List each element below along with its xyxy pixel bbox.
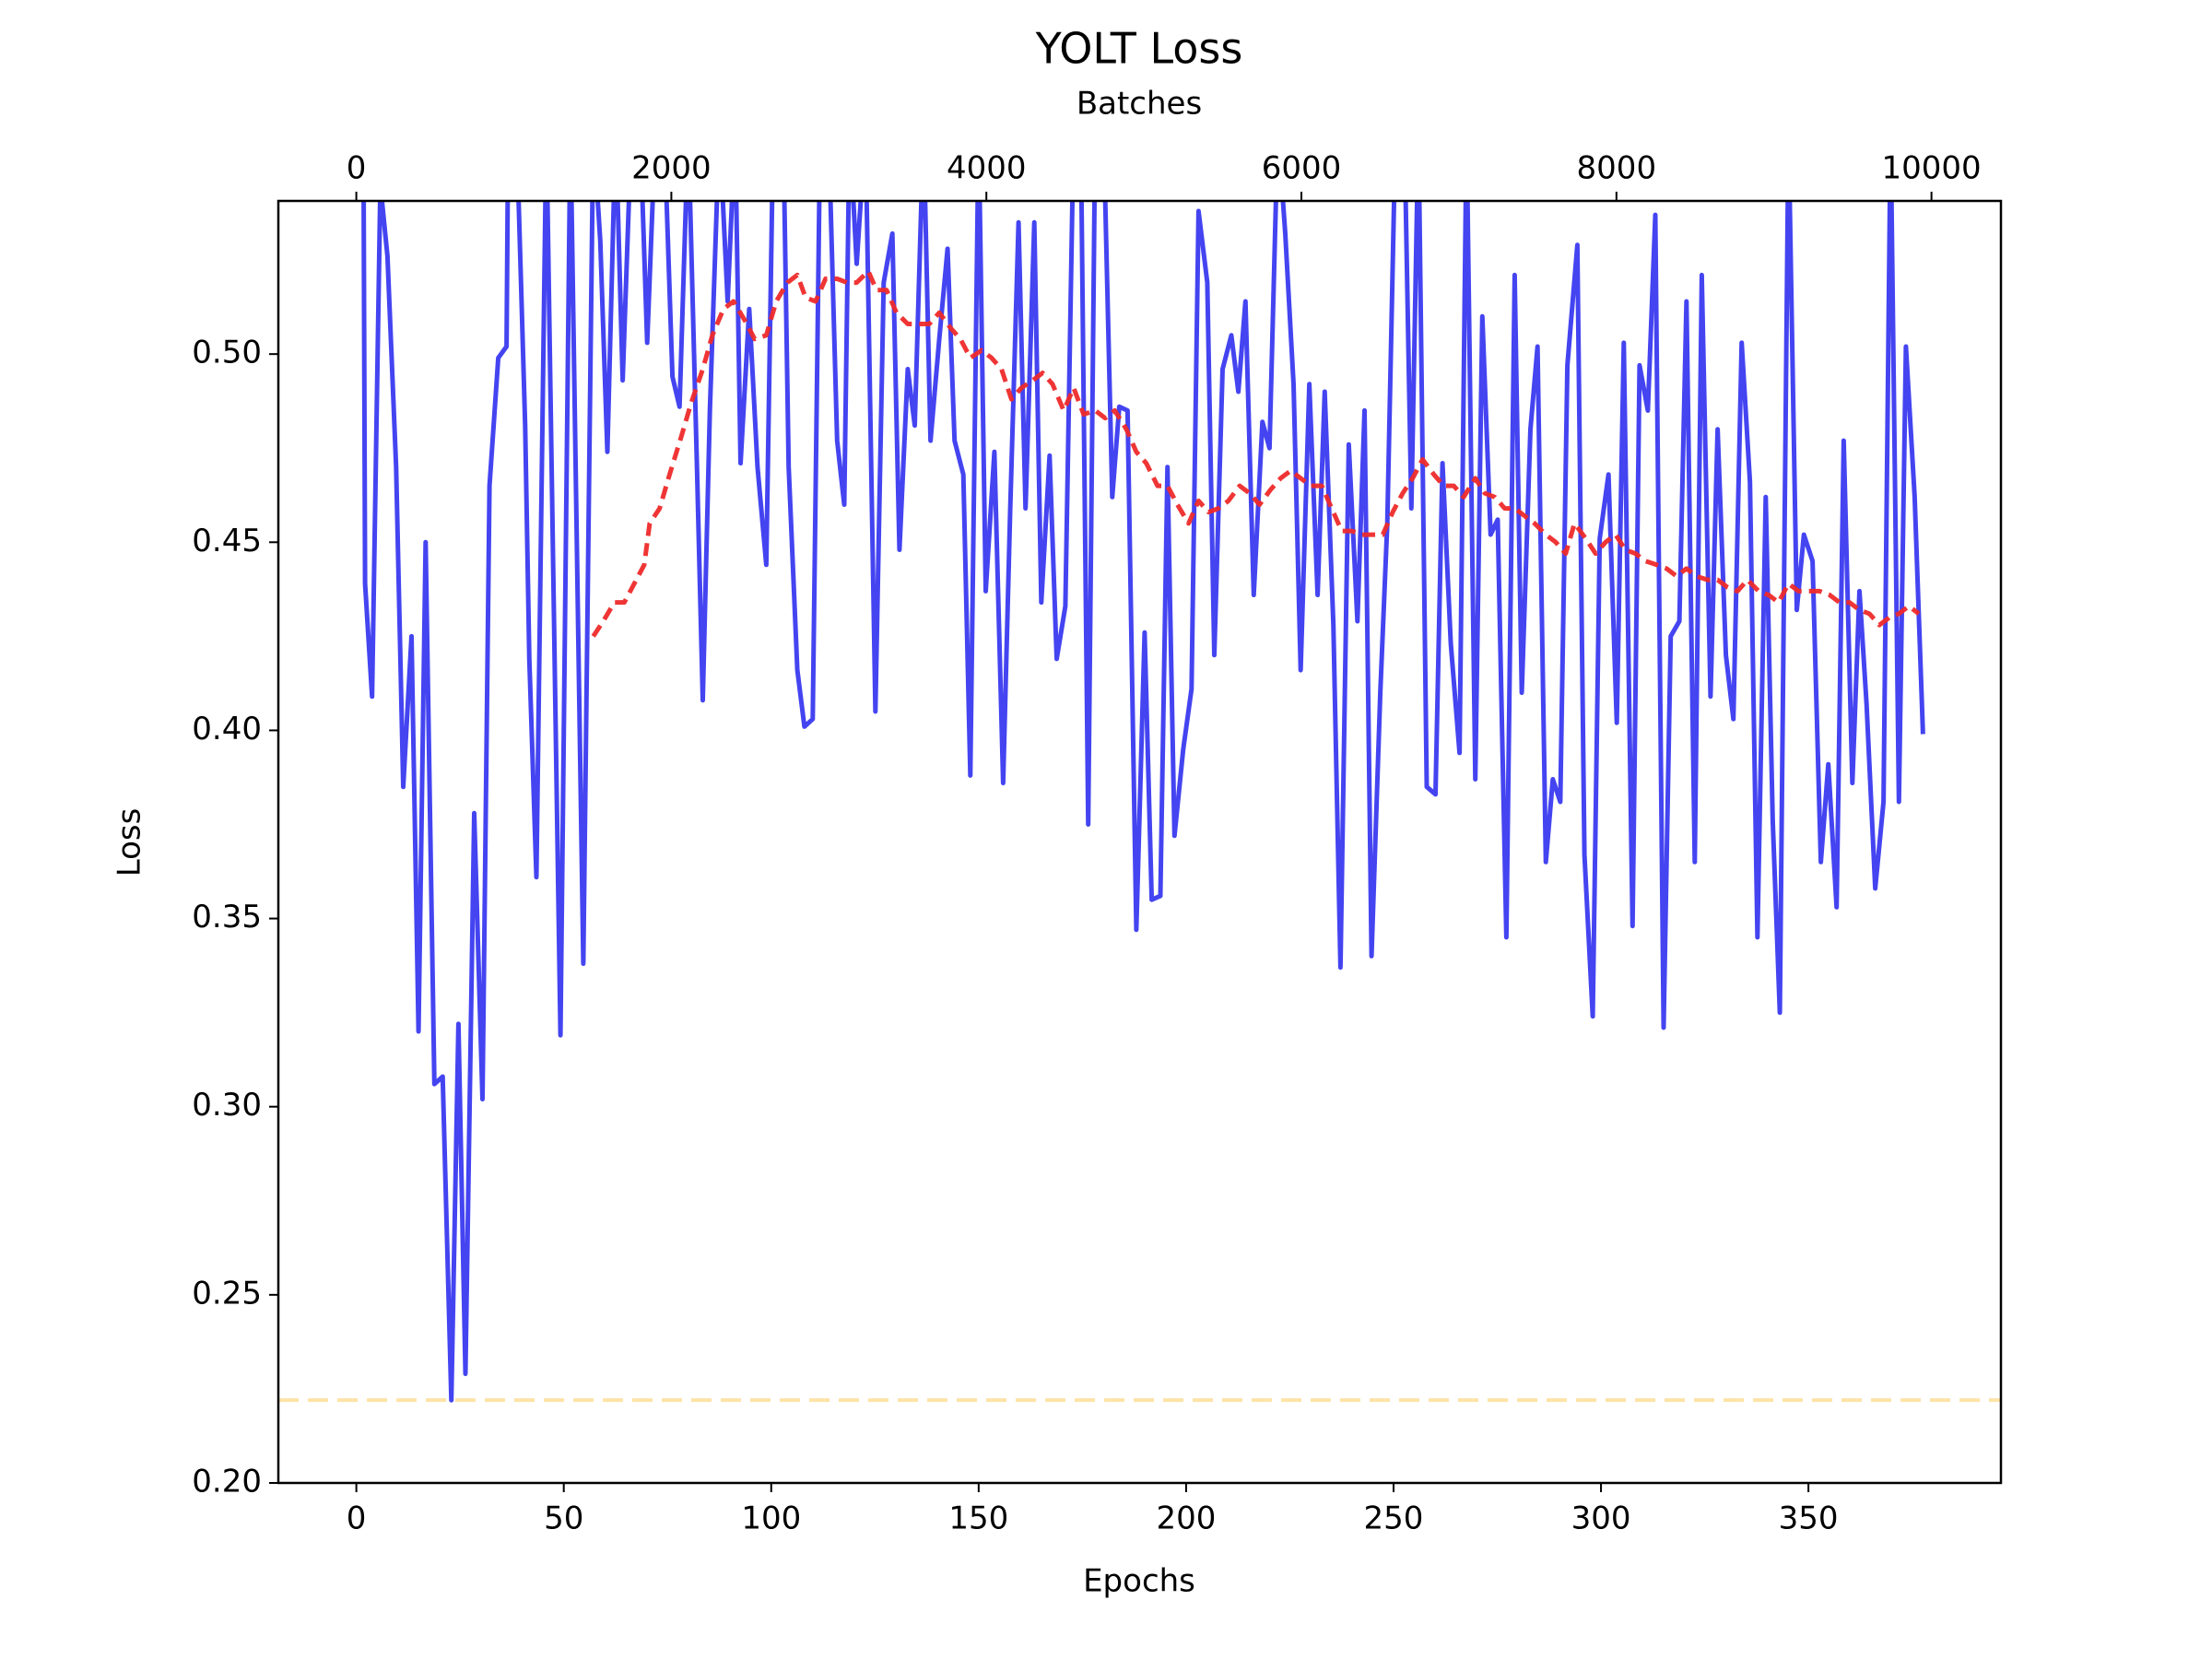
x2-tick-label: 10000 bbox=[1882, 150, 1982, 187]
x2-tick-label: 4000 bbox=[947, 150, 1027, 187]
y-tick-label: 0.25 bbox=[192, 1275, 262, 1312]
x-tick-label: 350 bbox=[1779, 1500, 1839, 1537]
x-tick-label: 150 bbox=[948, 1500, 1008, 1537]
x-axis-label: Epochs bbox=[1083, 1563, 1195, 1600]
x-tick-label: 300 bbox=[1571, 1500, 1631, 1537]
y-tick-label: 0.30 bbox=[192, 1087, 262, 1124]
plot-area bbox=[278, 201, 2001, 1403]
y-tick-label: 0.40 bbox=[192, 711, 262, 747]
chart-title: YOLT Loss bbox=[1035, 24, 1243, 74]
series-line bbox=[591, 268, 1921, 638]
x-tick-label: 200 bbox=[1156, 1500, 1216, 1537]
x2-tick-label: 2000 bbox=[631, 150, 712, 187]
y-tick-label: 0.45 bbox=[192, 523, 262, 559]
x-tick-label: 0 bbox=[347, 1500, 367, 1537]
x2-tick-label: 0 bbox=[347, 150, 367, 187]
y-axis-label: Loss bbox=[112, 808, 148, 877]
x2-tick-label: 8000 bbox=[1577, 150, 1657, 187]
series-line bbox=[361, 201, 1925, 1403]
x-tick-label: 100 bbox=[741, 1500, 801, 1537]
x2-axis-label: Batches bbox=[1077, 86, 1202, 123]
y-tick-label: 0.35 bbox=[192, 899, 262, 935]
axes-frame bbox=[276, 199, 2003, 1485]
x-tick-label: 250 bbox=[1364, 1500, 1424, 1537]
y-tick-label: 0.20 bbox=[192, 1464, 262, 1500]
x2-tick-label: 6000 bbox=[1262, 150, 1342, 187]
x-tick-label: 50 bbox=[544, 1500, 583, 1537]
y-tick-label: 0.50 bbox=[192, 335, 262, 371]
